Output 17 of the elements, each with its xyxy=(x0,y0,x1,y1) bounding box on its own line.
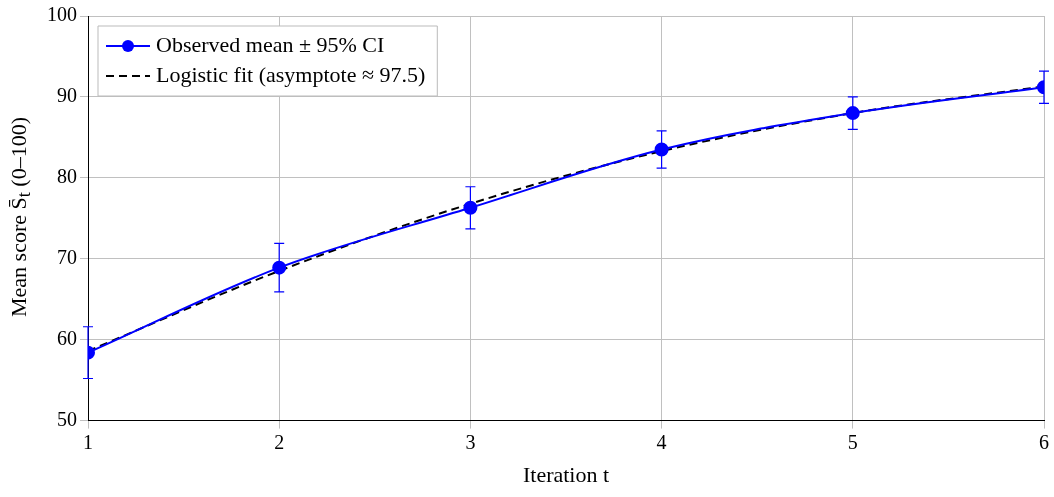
x-axis-title: Iteration t xyxy=(522,461,610,487)
legend-label: Logistic fit (asymptote ≈ 97.5) xyxy=(156,61,426,87)
y-tick-label: 70 xyxy=(57,246,77,269)
x-tick-label: 2 xyxy=(274,430,285,453)
y-tick-label: 100 xyxy=(47,3,77,26)
legend-label: Observed mean ± 95% CI xyxy=(156,31,385,57)
point xyxy=(845,106,860,121)
y-tick-label: 60 xyxy=(57,326,77,349)
y-tick-label: 80 xyxy=(57,165,77,188)
x-tick-label: 4 xyxy=(656,430,667,453)
y-tick-label: 50 xyxy=(57,407,77,430)
x-tick-label: 1 xyxy=(83,430,93,453)
y-tick-label: 90 xyxy=(57,84,77,107)
x-tick-label: 6 xyxy=(1039,430,1049,453)
point xyxy=(272,260,287,275)
x-tick-label: 5 xyxy=(847,430,858,453)
x-tick-label: 3 xyxy=(465,430,476,453)
